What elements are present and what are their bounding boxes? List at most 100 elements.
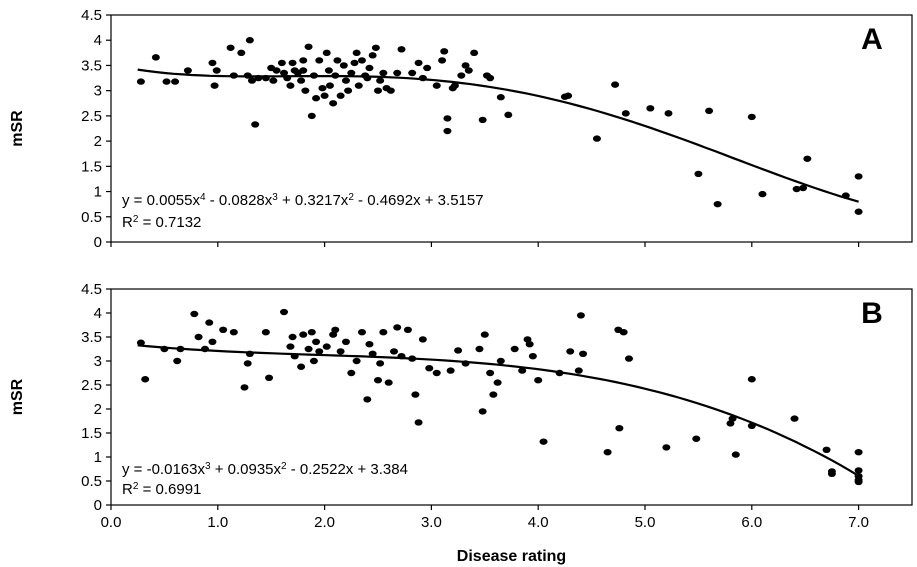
data-point — [379, 329, 388, 336]
data-point — [566, 348, 575, 355]
data-point — [790, 415, 799, 422]
x-tick-label: 7.0 — [848, 514, 869, 531]
data-point — [288, 59, 297, 67]
r-squared: R2 = 0.6991 — [122, 481, 201, 499]
r-squared-part: R — [122, 214, 133, 231]
equation-exponent: 3 — [205, 461, 211, 472]
y-tick-label: 1 — [94, 449, 102, 466]
data-point — [312, 95, 321, 102]
data-point — [486, 74, 495, 82]
y-tick-label: 1 — [94, 184, 102, 201]
data-point — [454, 347, 463, 354]
data-point — [347, 369, 356, 377]
equation-part: - 0.2522x + 3.384 — [287, 461, 408, 478]
data-point — [747, 113, 756, 121]
data-point — [523, 336, 532, 343]
data-point — [443, 115, 452, 122]
data-point — [374, 377, 382, 384]
data-point — [518, 367, 527, 374]
y-axis-title: mSR — [9, 110, 26, 147]
data-point — [664, 110, 673, 117]
data-point — [307, 112, 316, 120]
data-point — [333, 57, 342, 64]
data-point — [318, 84, 327, 92]
data-point — [446, 367, 455, 374]
data-point — [280, 69, 289, 77]
data-point — [854, 173, 863, 180]
data-point — [243, 360, 252, 367]
data-point — [226, 44, 235, 51]
data-point — [363, 396, 372, 403]
data-point — [414, 59, 423, 67]
data-point — [692, 435, 701, 442]
data-point — [183, 67, 192, 74]
data-point — [208, 59, 217, 67]
panel-b: 0 0.5 1 1.5 2 2.5 3 3.5 4 4.5 0.0 1.0 2.0 3.0 4.0 5.0 6.… — [9, 281, 913, 565]
data-point — [331, 326, 340, 333]
data-point — [619, 329, 628, 336]
data-point — [438, 57, 447, 64]
data-point — [615, 425, 624, 432]
y-tick-label: 2.5 — [81, 108, 102, 125]
data-point — [350, 59, 359, 67]
data-point — [379, 69, 388, 77]
data-point — [390, 348, 399, 355]
trendline-equation: y = -0.0163x3 + 0.0935x2 - 0.2522x + 3.3… — [122, 461, 408, 479]
data-point — [325, 82, 334, 89]
x-tick-label: 0.0 — [101, 514, 122, 531]
y-tick-label: 3.5 — [81, 57, 102, 74]
equation-exponent: 4 — [200, 192, 206, 203]
y-tick-label: 0 — [94, 497, 102, 514]
data-point — [803, 155, 812, 162]
data-point — [371, 44, 380, 51]
data-point — [245, 37, 254, 44]
data-point — [247, 77, 256, 84]
data-point — [854, 449, 863, 456]
data-point — [414, 419, 423, 426]
data-point — [141, 376, 150, 383]
x-axis-title: Disease rating — [457, 548, 566, 565]
data-point — [299, 67, 308, 74]
data-point — [286, 82, 295, 89]
equation-part: y = 0.0055x — [122, 192, 200, 209]
y-tick-label: 4.5 — [81, 281, 102, 298]
data-point — [464, 67, 473, 74]
data-point — [336, 92, 345, 99]
equation-exponent: 2 — [348, 192, 354, 203]
data-point — [288, 333, 297, 341]
y-tick-label: 4 — [94, 32, 102, 49]
equation-exponent: 2 — [281, 461, 287, 472]
data-point — [457, 72, 466, 79]
data-point — [496, 357, 505, 365]
data-point — [603, 449, 612, 456]
data-point — [280, 308, 289, 316]
panel-label: A — [861, 23, 883, 56]
data-point — [496, 94, 505, 101]
data-point — [229, 329, 238, 336]
data-point — [534, 377, 543, 384]
y-tick-label: 2.5 — [81, 377, 102, 394]
data-point — [336, 348, 345, 355]
data-point — [478, 408, 487, 415]
data-point — [304, 345, 313, 353]
data-point — [365, 341, 374, 348]
data-point — [339, 62, 348, 69]
data-point — [299, 331, 308, 338]
data-point — [493, 379, 502, 386]
plot-frame — [110, 14, 913, 243]
data-point — [312, 338, 321, 345]
data-point — [792, 185, 801, 193]
panel-label: B — [861, 297, 883, 330]
data-point — [171, 78, 180, 85]
y-tick-label: 1.5 — [81, 158, 102, 175]
data-point — [315, 348, 324, 355]
r-squared-part: R — [122, 481, 133, 498]
data-point — [286, 343, 295, 350]
y-tick-label: 4 — [94, 305, 102, 322]
data-point — [854, 467, 863, 474]
data-point — [251, 121, 260, 128]
data-point — [713, 200, 722, 208]
trendline — [137, 68, 859, 203]
data-point — [432, 369, 441, 377]
